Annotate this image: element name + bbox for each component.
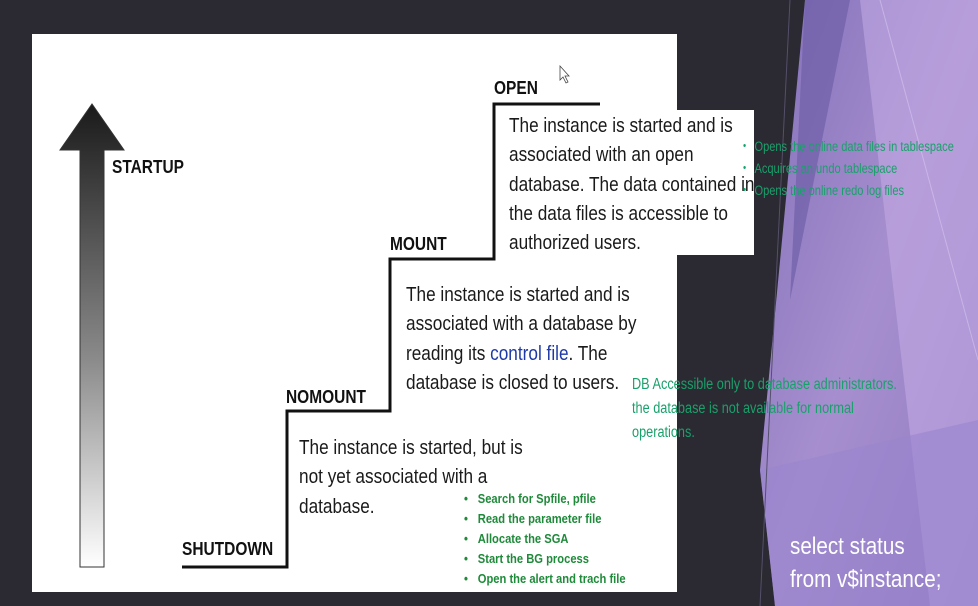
- list-item: Opens the online data files in tablespac…: [743, 135, 954, 158]
- open-description: The instance is started and is associate…: [509, 115, 755, 255]
- nomount-steps-list: Search for Spfile, pfile Read the parame…: [464, 489, 626, 589]
- list-item: Open the alert and trach file: [464, 569, 626, 589]
- status-query-text: select status from v$instance;: [790, 533, 942, 593]
- mount-note: DB Accessible only to database administr…: [632, 376, 897, 441]
- mount-description: The instance is started and is associate…: [406, 284, 637, 394]
- stage-label-mount: MOUNT: [390, 234, 447, 254]
- list-item: Start the BG process: [464, 549, 626, 569]
- control-file-link[interactable]: control file: [490, 342, 569, 365]
- nomount-description: The instance is started, but is not yet …: [299, 437, 523, 518]
- stage-label-shutdown: SHUTDOWN: [182, 539, 274, 559]
- stage-label-open: OPEN: [494, 78, 538, 98]
- cursor-icon: [559, 64, 570, 84]
- list-item: Opens the online redo log files: [743, 179, 954, 202]
- list-item: Acquires an undo tablespace: [743, 157, 954, 180]
- stage-label-startup: STARTUP: [112, 157, 184, 177]
- list-item: Read the parameter file: [464, 509, 626, 529]
- staircase-line: [182, 102, 600, 569]
- stage-label-nomount: NOMOUNT: [286, 387, 366, 407]
- startup-arrow: [59, 103, 125, 568]
- list-item: Allocate the SGA: [464, 529, 626, 549]
- open-steps-list: Opens the online data files in tablespac…: [743, 135, 954, 202]
- list-item: Search for Spfile, pfile: [464, 489, 626, 509]
- open-description-box: [496, 110, 754, 255]
